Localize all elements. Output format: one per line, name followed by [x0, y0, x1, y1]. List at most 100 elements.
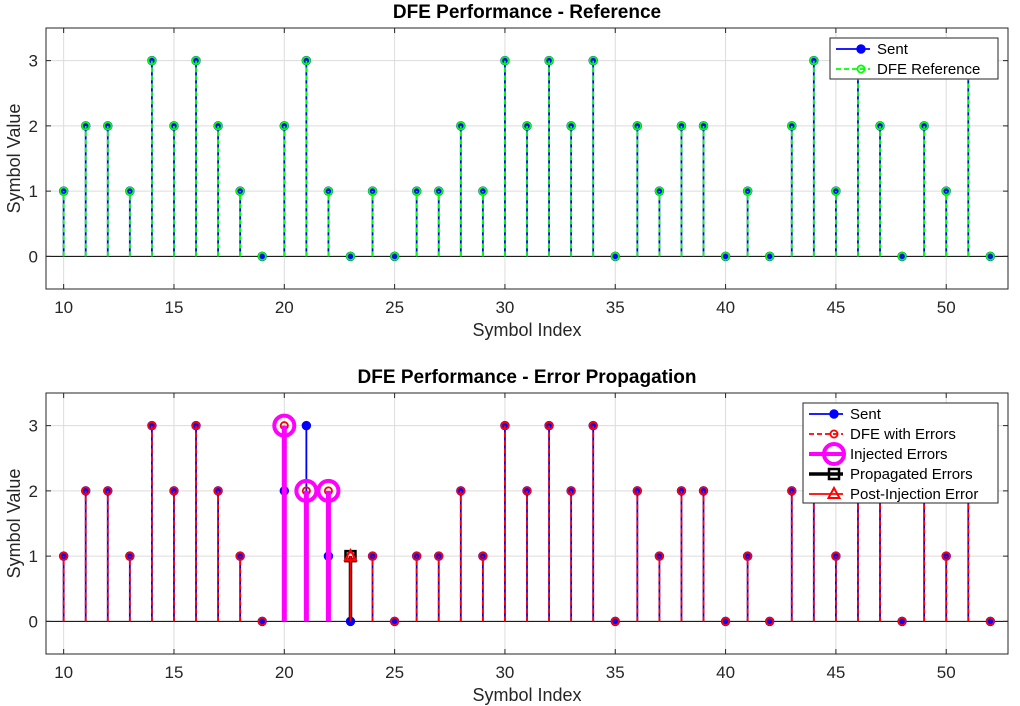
legend-label: Propagated Errors	[850, 466, 973, 483]
stem-marker	[390, 251, 400, 261]
x-tick-label: 50	[937, 663, 956, 682]
stem-marker	[343, 548, 358, 562]
stem-marker	[765, 251, 775, 261]
error-propagation-panel: 10 15 20 25 30 35 40 45 50 0 1 2 3 DFE Performance - …	[4, 367, 1009, 705]
stem-marker	[544, 56, 554, 66]
legend-marker	[826, 485, 842, 499]
y-tick-label: 0	[29, 612, 38, 631]
stem-marker	[787, 486, 797, 496]
y-tick-label: 1	[29, 182, 38, 201]
stem-marker	[191, 421, 201, 431]
stem-marker	[588, 421, 598, 431]
stem-marker	[368, 551, 378, 561]
stem-marker	[654, 186, 664, 196]
y-tick-label: 3	[29, 417, 38, 436]
axes-box	[45, 392, 1009, 655]
stem-marker	[434, 551, 444, 561]
stem-marker	[610, 616, 620, 626]
stem-marker	[456, 121, 466, 131]
x-tick-label: 20	[275, 298, 294, 317]
y-axis-label: Symbol Value	[4, 469, 24, 579]
stem-marker	[213, 486, 223, 496]
legend-entry: Sent	[809, 406, 882, 423]
stem-marker	[191, 56, 201, 66]
stem-marker	[566, 121, 576, 131]
stem-marker	[743, 186, 753, 196]
x-tick-label: 50	[937, 298, 956, 317]
series-post-injection-error	[343, 548, 358, 622]
stem-marker	[632, 121, 642, 131]
legend-marker	[822, 442, 846, 466]
legend-entry: Propagated Errors	[809, 466, 973, 483]
stem-marker	[522, 121, 532, 131]
y-axis-label: Symbol Value	[4, 104, 24, 214]
stem-marker	[434, 186, 444, 196]
legend-entry: Injected Errors	[809, 442, 948, 466]
stem-marker	[301, 56, 311, 66]
stem-marker	[941, 551, 951, 561]
legend-label: DFE with Errors	[850, 426, 956, 443]
stem-marker	[169, 486, 179, 496]
legend-label: Sent	[850, 406, 882, 423]
x-tick-label: 45	[826, 298, 845, 317]
stem-marker	[941, 186, 951, 196]
stem-marker	[721, 616, 731, 626]
legend: Sent DFE Reference	[829, 37, 999, 80]
stem-marker	[676, 121, 686, 131]
x-tick-label: 30	[495, 663, 514, 682]
x-tick-label: 25	[385, 298, 404, 317]
x-tick-label: 45	[826, 663, 845, 682]
x-tick-label: 10	[54, 663, 73, 682]
stem-marker	[544, 421, 554, 431]
stem-marker	[566, 486, 576, 496]
stem-marker	[368, 186, 378, 196]
stem-marker	[699, 486, 709, 496]
stem-marker	[985, 251, 995, 261]
chart-title: DFE Performance - Error Propagation	[358, 367, 697, 388]
stem-marker	[919, 121, 929, 131]
stem-marker	[500, 421, 510, 431]
stem-marker	[147, 56, 157, 66]
legend-label: Post-Injection Error	[850, 486, 978, 503]
stem-marker	[294, 478, 319, 503]
stem-marker	[721, 251, 731, 261]
legend-marker	[829, 429, 839, 439]
x-tick-label: 35	[606, 663, 625, 682]
legend-marker	[827, 467, 841, 481]
stem-marker	[831, 551, 841, 561]
stem-marker	[809, 56, 819, 66]
x-axis-label: Symbol Index	[472, 320, 581, 340]
stem-marker	[103, 486, 113, 496]
y-tick-label: 2	[29, 117, 38, 136]
stem-marker	[235, 186, 245, 196]
legend-label: DFE Reference	[877, 61, 980, 78]
stem-marker	[765, 616, 775, 626]
x-tick-label: 15	[165, 663, 184, 682]
stem-marker	[831, 186, 841, 196]
stem-marker	[301, 420, 312, 431]
legend-marker	[856, 44, 866, 54]
x-tick-label: 40	[716, 663, 735, 682]
stem-marker	[257, 616, 267, 626]
stem-marker	[213, 121, 223, 131]
stem-marker	[699, 121, 709, 131]
stem-marker	[522, 486, 532, 496]
legend-label: Sent	[877, 41, 909, 58]
stem-marker	[412, 551, 422, 561]
stem-marker	[59, 551, 69, 561]
stem-marker	[654, 551, 664, 561]
stem-marker	[59, 186, 69, 196]
x-tick-label: 15	[165, 298, 184, 317]
stem-marker	[169, 121, 179, 131]
stem-marker	[272, 413, 297, 438]
stem-marker	[257, 251, 267, 261]
chart-title: DFE Performance - Reference	[393, 2, 661, 23]
series-group	[58, 413, 996, 627]
stem-marker	[897, 616, 907, 626]
stem-marker	[390, 616, 400, 626]
stem-marker	[787, 121, 797, 131]
legend-label: Injected Errors	[850, 446, 948, 463]
legend-entry: DFE with Errors	[809, 426, 956, 443]
stem-marker	[412, 186, 422, 196]
